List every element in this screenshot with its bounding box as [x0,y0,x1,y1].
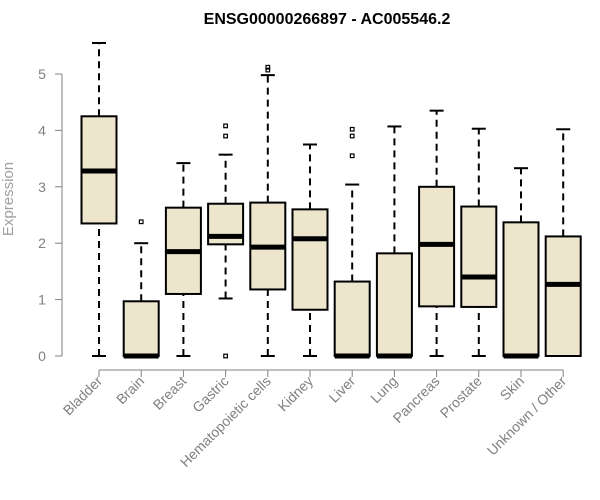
y-tick-label: 4 [38,122,46,138]
x-category-label: Kidney [275,373,317,415]
box-group [460,127,498,357]
outlier-point [265,64,271,70]
outlier-point [138,219,144,225]
chart-title: ENSG00000266897 - AC005546.2 [204,11,451,28]
x-category-label: Liver [326,373,359,406]
box-group [249,64,287,357]
box-body [333,280,371,357]
x-category-label: Prostate [437,373,485,421]
y-axis-title: Expression [0,162,17,236]
y-tick-label: 3 [38,179,46,195]
outlier-point [223,123,229,129]
boxes-layer [80,41,582,359]
y-axis: 0 1 2 3 4 5 [38,66,63,364]
outlier-point [349,133,355,139]
box-group [375,125,413,359]
box-group [418,109,456,357]
box-group [333,126,371,359]
box-group [291,143,329,357]
x-category-label: Bladder [60,373,106,419]
box-group [544,128,582,358]
box-body [544,235,582,358]
y-tick-label: 2 [38,235,46,251]
x-category-label: Pancreas [390,373,443,426]
x-category-label: Skin [497,373,528,404]
box-body [502,221,540,357]
y-tick-label: 5 [38,66,46,82]
outlier-point [265,67,271,73]
outlier-point [349,153,355,159]
box-body [291,208,329,311]
x-category-label: Breast [150,373,190,413]
box-group [502,167,540,359]
box-body [375,252,413,358]
outlier-point [223,353,229,359]
x-category-label: Brain [113,373,147,407]
x-category-label: Unknown / Other [484,373,570,459]
outlier-point [223,133,229,139]
box-group [164,162,202,357]
x-category-label: Lung [367,373,400,406]
y-tick-label: 0 [38,348,46,364]
box-group [80,41,118,357]
y-tick-label: 1 [38,292,46,308]
box-body [122,300,160,357]
box-group [207,123,245,359]
box-group [122,219,160,359]
outlier-point [349,126,355,132]
box-body [460,205,498,308]
